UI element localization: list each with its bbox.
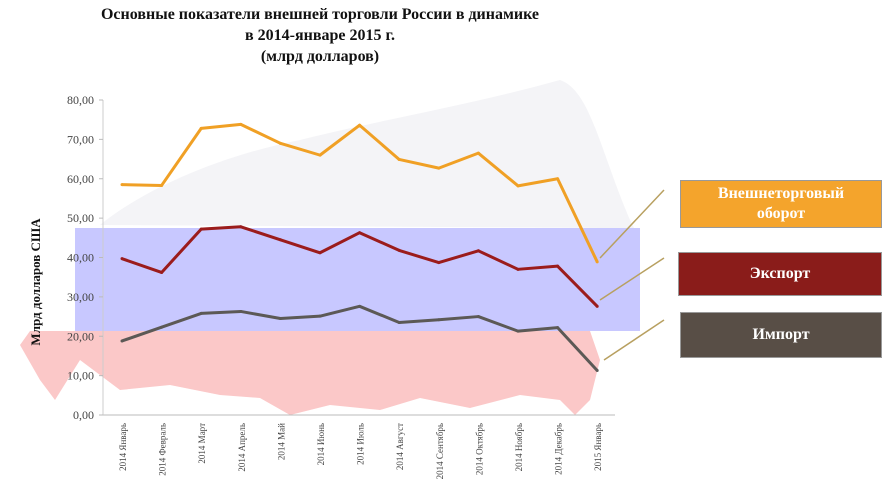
data-point xyxy=(199,311,203,315)
x-tick-label: 2015 Январь xyxy=(593,423,603,471)
data-point xyxy=(437,261,441,265)
data-point xyxy=(278,317,282,321)
data-point xyxy=(318,314,322,318)
x-tick-label: 2014 Июль xyxy=(356,423,366,465)
data-point xyxy=(595,304,599,308)
chart-title: Основные показатели внешней торговли Рос… xyxy=(40,4,600,67)
data-point xyxy=(358,123,362,127)
x-tick-label: 2014 Март xyxy=(197,423,207,464)
y-tick-label: 20,00 xyxy=(67,329,94,343)
data-point xyxy=(595,260,599,264)
data-point xyxy=(318,251,322,255)
data-point xyxy=(476,249,480,253)
data-point xyxy=(160,183,164,187)
axes: 0,00 10,00 20,00 30,00 40,00 50,00 60,00 70,00 8… xyxy=(67,93,615,479)
legend-label: Экспорт xyxy=(749,265,811,282)
x-tick-label: 2014 Апрель xyxy=(237,423,247,472)
x-tick-label: 2014 Май xyxy=(276,423,286,460)
data-point xyxy=(437,166,441,170)
data-point xyxy=(556,326,560,330)
data-point xyxy=(199,227,203,231)
data-point xyxy=(120,183,124,187)
data-point xyxy=(318,153,322,157)
data-point xyxy=(397,248,401,252)
title-line: Основные показатели внешней торговли Рос… xyxy=(100,6,540,23)
y-tick-label: 50,00 xyxy=(67,211,94,225)
series-lines xyxy=(120,122,599,373)
y-tick-label: 10,00 xyxy=(67,369,94,383)
data-point xyxy=(278,238,282,242)
data-point xyxy=(120,257,124,261)
title-line: в 2014-январе 2015 г. xyxy=(245,27,395,44)
legend-label: Импорт xyxy=(752,326,810,343)
y-axis-label: Млрд долларов США xyxy=(28,218,43,346)
data-point xyxy=(397,320,401,324)
x-tick-label: 2014 Август xyxy=(395,423,405,470)
data-point xyxy=(397,157,401,161)
data-point xyxy=(120,339,124,343)
legend-label: Внешнеторговый оборот xyxy=(717,185,845,222)
x-tick-label: 2014 Февраль xyxy=(158,423,168,476)
data-point xyxy=(199,126,203,130)
y-tick-label: 30,00 xyxy=(67,290,94,304)
data-point xyxy=(160,325,164,329)
legend-turnover: Внешнеторговый оборот xyxy=(680,180,882,228)
legend-leader-lines xyxy=(599,189,665,361)
x-tick-label: 2014 Октябрь xyxy=(474,423,484,475)
legend-export: Экспорт xyxy=(678,252,882,296)
data-point xyxy=(556,177,560,181)
data-point xyxy=(358,304,362,308)
data-point xyxy=(476,151,480,155)
data-point xyxy=(278,141,282,145)
title-line: (млрд долларов) xyxy=(260,48,380,65)
y-tick-label: 70,00 xyxy=(67,132,94,146)
data-point xyxy=(516,329,520,333)
x-tick-label: 2014 Июнь xyxy=(316,423,326,465)
x-tick-label: 2014 Январь xyxy=(118,423,128,471)
data-point xyxy=(476,315,480,319)
y-tick-label: 80,00 xyxy=(67,93,94,107)
data-point xyxy=(239,122,243,126)
data-point xyxy=(437,318,441,322)
data-point xyxy=(358,231,362,235)
y-tick-label: 60,00 xyxy=(67,172,94,186)
data-point xyxy=(239,225,243,229)
data-point xyxy=(516,267,520,271)
data-point xyxy=(239,309,243,313)
x-tick-label: 2014 Сентябрь xyxy=(435,423,445,479)
x-tick-label: 2014 Ноябрь xyxy=(514,423,524,471)
data-point xyxy=(160,270,164,274)
x-tick-label: 2014 Декабрь xyxy=(554,423,564,475)
legend-import: Импорт xyxy=(680,312,882,358)
y-tick-label: 0,00 xyxy=(73,408,94,422)
y-tick-label: 40,00 xyxy=(67,251,94,265)
data-point xyxy=(516,184,520,188)
data-point xyxy=(556,264,560,268)
russia-map-background xyxy=(20,80,640,415)
data-point xyxy=(595,369,599,373)
